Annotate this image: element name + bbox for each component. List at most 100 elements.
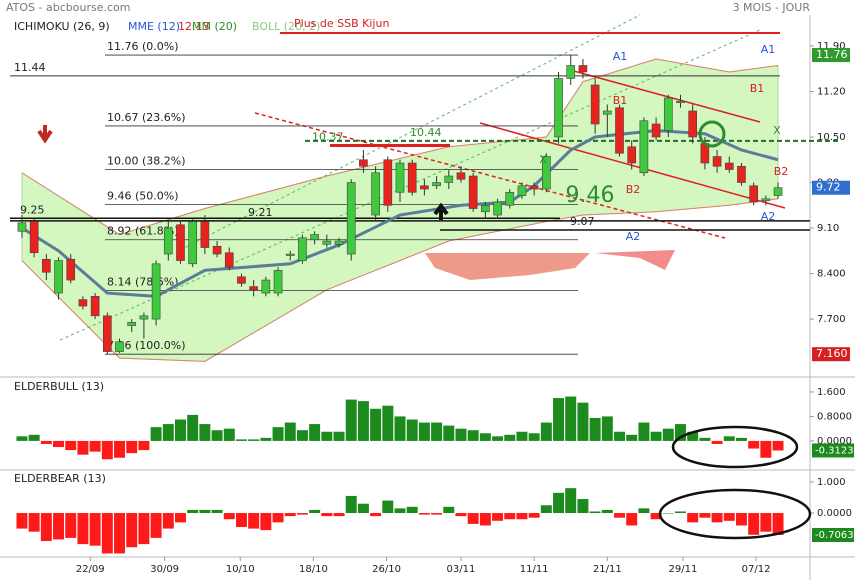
- histogram-bar: [162, 424, 174, 441]
- candle-body: [261, 279, 271, 294]
- highlight-ellipse: [671, 425, 799, 469]
- annotation: B2: [774, 165, 789, 178]
- candle-body: [602, 110, 612, 115]
- histogram-bar: [528, 433, 540, 441]
- histogram-bar: [138, 513, 150, 545]
- candle-body: [663, 97, 673, 131]
- histogram-bar: [65, 440, 77, 451]
- histogram-bar: [284, 513, 296, 517]
- period: 3 MOIS - JOUR: [733, 1, 811, 14]
- histogram-bar: [235, 513, 247, 528]
- histogram-bar: [467, 430, 479, 441]
- histogram-bar: [370, 408, 382, 441]
- histogram-bar: [89, 513, 101, 546]
- histogram-bar: [760, 513, 772, 532]
- candle-body: [90, 296, 100, 317]
- histogram-bar: [626, 434, 638, 441]
- histogram-bar: [418, 513, 430, 515]
- candle-body: [737, 165, 746, 183]
- histogram-bar: [748, 440, 760, 449]
- candle-body: [139, 315, 149, 320]
- down-arrow: [37, 125, 53, 144]
- candle-body: [505, 191, 515, 206]
- histogram-bar: [28, 434, 40, 441]
- histogram-bar: [492, 436, 504, 441]
- candle-body: [212, 245, 222, 255]
- histogram-bar: [565, 488, 577, 514]
- histogram-bar: [455, 428, 467, 441]
- histogram-bar: [748, 513, 760, 535]
- candle-body: [749, 185, 758, 203]
- candle-body: [371, 172, 380, 216]
- candle-body: [627, 146, 637, 164]
- histogram-bar: [150, 427, 162, 441]
- histogram-bar: [614, 513, 625, 518]
- histogram-bar: [614, 431, 625, 441]
- candle-body: [724, 162, 734, 170]
- candle-body: [712, 156, 722, 167]
- histogram-bar: [296, 513, 308, 515]
- histogram-bar: [345, 495, 357, 514]
- histogram-bar: [77, 440, 89, 455]
- histogram-bar: [199, 424, 211, 441]
- candle-body: [17, 222, 27, 232]
- histogram-bar: [650, 431, 662, 441]
- histogram-bar: [199, 509, 211, 514]
- candle-body: [273, 270, 283, 294]
- histogram-bar: [565, 396, 577, 441]
- histogram-bar: [455, 513, 467, 517]
- histogram-bar: [321, 513, 333, 517]
- histogram-bar: [638, 508, 650, 514]
- y-tick-label: 0.8000: [817, 411, 852, 422]
- histogram-bar: [699, 437, 711, 441]
- main-layer: 11.9011.2010.509.809.108.4007.70022/0930…: [10, 40, 854, 575]
- annotation: X: [539, 153, 547, 166]
- candle-body: [188, 221, 198, 265]
- y-tick-label: 7.700: [817, 314, 846, 325]
- histogram-bar: [126, 513, 138, 548]
- histogram-bar: [443, 425, 455, 441]
- candle-body: [163, 227, 173, 255]
- histogram-bar: [126, 440, 138, 454]
- candle-body: [102, 315, 112, 352]
- y-tick-label: 9.10: [817, 223, 839, 234]
- candle-body: [578, 65, 588, 73]
- histogram-bar: [382, 405, 394, 441]
- histogram-bar: [516, 431, 528, 441]
- histogram-bar: [357, 503, 369, 514]
- histogram-bar: [553, 398, 565, 441]
- x-tick-label: 22/09: [76, 564, 105, 575]
- histogram-bar: [309, 509, 321, 514]
- annotation: A1: [613, 50, 628, 63]
- histogram-bar: [589, 417, 601, 441]
- histogram-bar: [735, 513, 747, 526]
- panel-title: ELDERBULL (13): [14, 380, 104, 393]
- histogram-bar: [211, 509, 223, 514]
- candle-body: [237, 276, 246, 284]
- fib-label: 10.67 (23.6%): [107, 111, 186, 124]
- histogram-bar: [357, 401, 369, 441]
- fib-label: 10.00 (38.2%): [107, 155, 186, 168]
- histogram-bar: [699, 513, 711, 518]
- histogram-bar: [711, 440, 723, 444]
- histogram-bar: [431, 422, 443, 441]
- histogram-bar: [723, 436, 735, 441]
- mme-value: 12.13: [178, 20, 210, 33]
- histogram-bar: [53, 513, 65, 540]
- histogram-bar: [223, 428, 235, 441]
- candle-body: [432, 182, 441, 187]
- value-marker: [812, 527, 854, 542]
- candle-body: [639, 120, 649, 174]
- histogram-bar: [309, 424, 321, 441]
- histogram-bar: [504, 434, 516, 441]
- histogram-bar: [235, 439, 247, 441]
- cloud: [425, 253, 590, 280]
- mm-label: MM (20): [192, 20, 237, 33]
- histogram-bar: [321, 431, 333, 441]
- candle-body: [468, 175, 478, 209]
- histogram-bar: [479, 513, 491, 526]
- candle-body: [566, 65, 576, 79]
- x-tick-label: 21/11: [593, 564, 622, 575]
- x-tick-label: 18/10: [299, 564, 328, 575]
